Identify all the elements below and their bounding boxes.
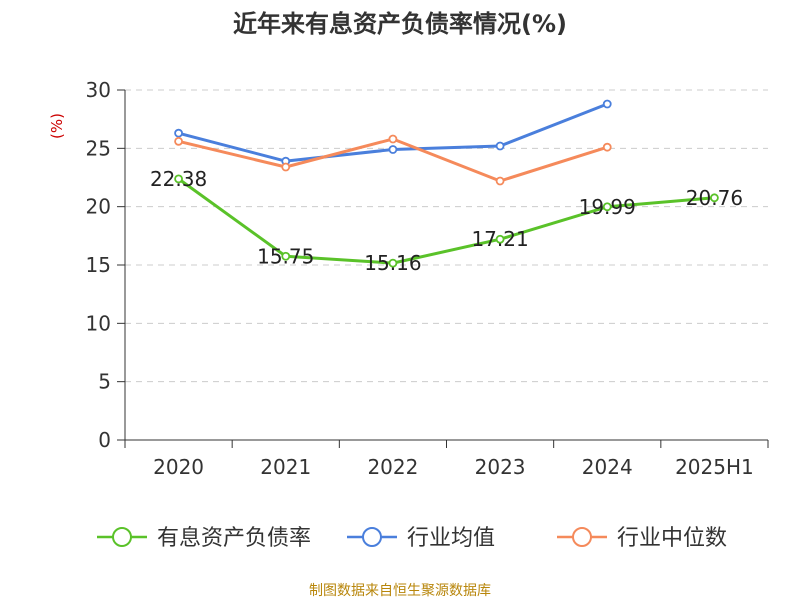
y-tick-label: 0 [98,428,111,452]
legend-label[interactable]: 有息资产负债率 [157,526,311,551]
grid-lines [125,90,768,382]
x-tick-label: 2020 [153,455,204,479]
y-tick-label: 20 [86,195,111,219]
x-tick-label: 2024 [582,455,633,479]
data-label: 17.21 [471,227,528,251]
legend-marker[interactable] [363,528,381,546]
x-tick-label: 2021 [260,455,311,479]
data-point[interactable] [175,130,182,137]
data-label: 19.99 [579,195,636,219]
chart-title: 近年来有息资产负债率情况(%) [0,4,800,39]
legend-label[interactable]: 行业均值 [407,526,495,551]
y-axis-label: (%) [48,113,66,139]
y-tick-label: 5 [98,370,111,394]
y-tick-label: 30 [86,78,111,102]
data-label: 15.75 [257,244,314,268]
data-point[interactable] [497,178,504,185]
data-point[interactable] [389,136,396,143]
x-tick-label: 2025H1 [675,455,754,479]
data-label: 15.16 [364,251,421,275]
data-point[interactable] [175,138,182,145]
legend[interactable]: 有息资产负债率 行业均值 行业中位数 [97,526,727,551]
y-tick-label: 15 [86,253,111,277]
data-label: 22.38 [150,167,207,191]
y-tick-label: 25 [86,136,111,160]
axes: 0 5 10 15 20 25 30 2020 2021 2022 2023 2024 2025H1 [86,78,768,479]
legend-marker[interactable] [573,528,591,546]
legend-marker[interactable] [113,528,131,546]
y-tick-label: 10 [86,311,111,335]
data-point[interactable] [604,144,611,151]
data-point[interactable] [282,164,289,171]
data-point[interactable] [389,146,396,153]
x-tick-label: 2022 [367,455,418,479]
data-label: 20.76 [686,186,743,210]
x-tick-label: 2023 [475,455,526,479]
source-note: 制图数据来自恒生聚源数据库 [0,580,800,600]
legend-label[interactable]: 行业中位数 [617,526,727,551]
data-point[interactable] [497,143,504,150]
data-point[interactable] [604,101,611,108]
series-layer [175,101,718,267]
